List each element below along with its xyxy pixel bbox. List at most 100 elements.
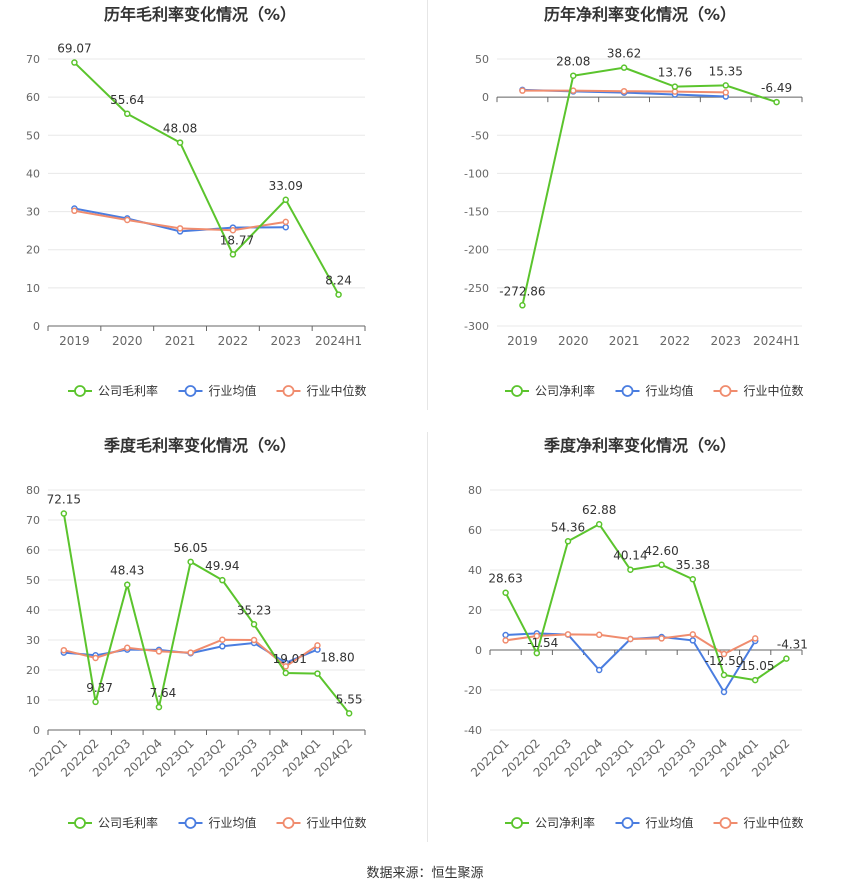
y-tick-label: 10 [26, 282, 40, 295]
legend-item: 行业中位数 [713, 815, 804, 830]
data-point [335, 291, 342, 298]
data-point [176, 139, 184, 146]
divider-bottom [427, 432, 428, 842]
data-label: 28.08 [556, 55, 590, 69]
y-tick-label: 50 [26, 574, 40, 587]
data-label: 49.94 [205, 559, 239, 573]
data-point [720, 650, 728, 658]
x-tick-label: 2019 [507, 334, 538, 348]
data-point [124, 110, 131, 118]
chart-title: 历年毛利率变化情况（%） [104, 5, 296, 24]
data-label: 48.08 [163, 122, 197, 136]
legend-marker [719, 817, 732, 829]
data-point [751, 635, 759, 642]
data-point [71, 59, 78, 66]
x-tick-label: 2020 [558, 334, 589, 348]
data-point [124, 644, 131, 652]
legend-marker [282, 385, 295, 397]
data-label: 62.88 [582, 503, 616, 517]
data-point [282, 663, 289, 670]
data-label: 72.15 [47, 493, 81, 507]
legend-item: 行业均值 [615, 383, 694, 398]
y-tick-label: 0 [33, 320, 40, 333]
legend-marker [74, 385, 86, 397]
y-tick-label: 20 [468, 604, 482, 617]
legend-item: 行业中位数 [276, 383, 367, 398]
x-tick-label: 2024H1 [753, 334, 800, 348]
data-point [282, 669, 289, 677]
data-point [627, 635, 634, 643]
data-point [595, 631, 603, 639]
x-tick-label: 2022 [218, 334, 249, 348]
y-tick-label: 70 [26, 514, 40, 527]
y-tick-label: 60 [26, 91, 40, 104]
data-label: -4.31 [777, 638, 808, 652]
x-tick-label: 2023 [710, 334, 741, 348]
data-label: 48.43 [110, 564, 144, 578]
legend-label: 公司净利率 [535, 815, 595, 830]
data-label: 19.01 [273, 652, 307, 666]
y-tick-label: 30 [26, 206, 40, 219]
data-point [60, 646, 68, 654]
legend-label: 行业中位数 [307, 383, 367, 398]
data-point [570, 87, 577, 94]
y-tick-label: 0 [475, 644, 482, 657]
legend-marker [184, 817, 197, 829]
data-label: 55.64 [110, 93, 144, 107]
data-label: -1.54 [527, 636, 558, 650]
y-tick-label: 20 [26, 664, 40, 677]
data-point [282, 223, 289, 231]
data-point [595, 520, 603, 528]
divider-top [427, 0, 428, 410]
data-label: 5.55 [336, 692, 363, 706]
data-point [595, 666, 603, 674]
y-tick-label: 20 [26, 244, 40, 257]
data-label: -15.05 [736, 659, 775, 673]
chart-2: 历年净利率变化情况（%） -300 -250 -200 -150 -100 -50 0 50 20… [464, 5, 803, 398]
data-point [124, 581, 131, 588]
data-source-note: 数据来源：恒生聚源 [366, 866, 484, 881]
y-tick-label: 30 [26, 634, 40, 647]
legend-marker [184, 385, 197, 397]
data-label: -12.50 [705, 654, 744, 668]
data-label: 13.76 [658, 66, 692, 80]
y-tick-label: 80 [468, 484, 482, 497]
data-label: -6.49 [761, 81, 792, 95]
data-point [250, 636, 258, 644]
data-point [502, 589, 509, 596]
data-point [720, 671, 728, 679]
y-tick-label: -50 [471, 129, 489, 142]
data-point [219, 636, 226, 643]
legend-marker [621, 385, 634, 397]
y-tick-label: 60 [26, 544, 40, 557]
series-line-company [521, 66, 777, 306]
data-point [620, 87, 628, 95]
x-tick-label: 2022 [660, 334, 691, 348]
data-point [219, 643, 226, 650]
data-label: 56.05 [173, 541, 207, 555]
data-point [783, 655, 790, 662]
legend-item: 行业均值 [178, 383, 257, 398]
data-label: 42.60 [644, 544, 678, 558]
chart-title: 历年净利率变化情况（%） [544, 5, 736, 24]
data-point [282, 218, 289, 226]
y-tick-label: 0 [33, 724, 40, 737]
legend-marker [511, 817, 523, 829]
data-label: 54.36 [551, 520, 585, 534]
data-point [570, 72, 577, 79]
legend-label: 公司毛利率 [98, 815, 158, 830]
y-tick-label: 50 [475, 53, 489, 66]
y-tick-label: 40 [26, 167, 40, 180]
data-point [60, 510, 68, 517]
data-point [229, 227, 237, 234]
data-point [124, 216, 131, 224]
legend-label: 行业中位数 [307, 815, 367, 830]
legend-label: 行业中位数 [744, 815, 804, 830]
data-point [345, 710, 353, 717]
x-tick-label: 2021 [165, 334, 196, 348]
data-point [751, 676, 759, 684]
data-label: 40.14 [613, 549, 647, 563]
data-point [720, 688, 728, 696]
data-point [187, 558, 194, 566]
